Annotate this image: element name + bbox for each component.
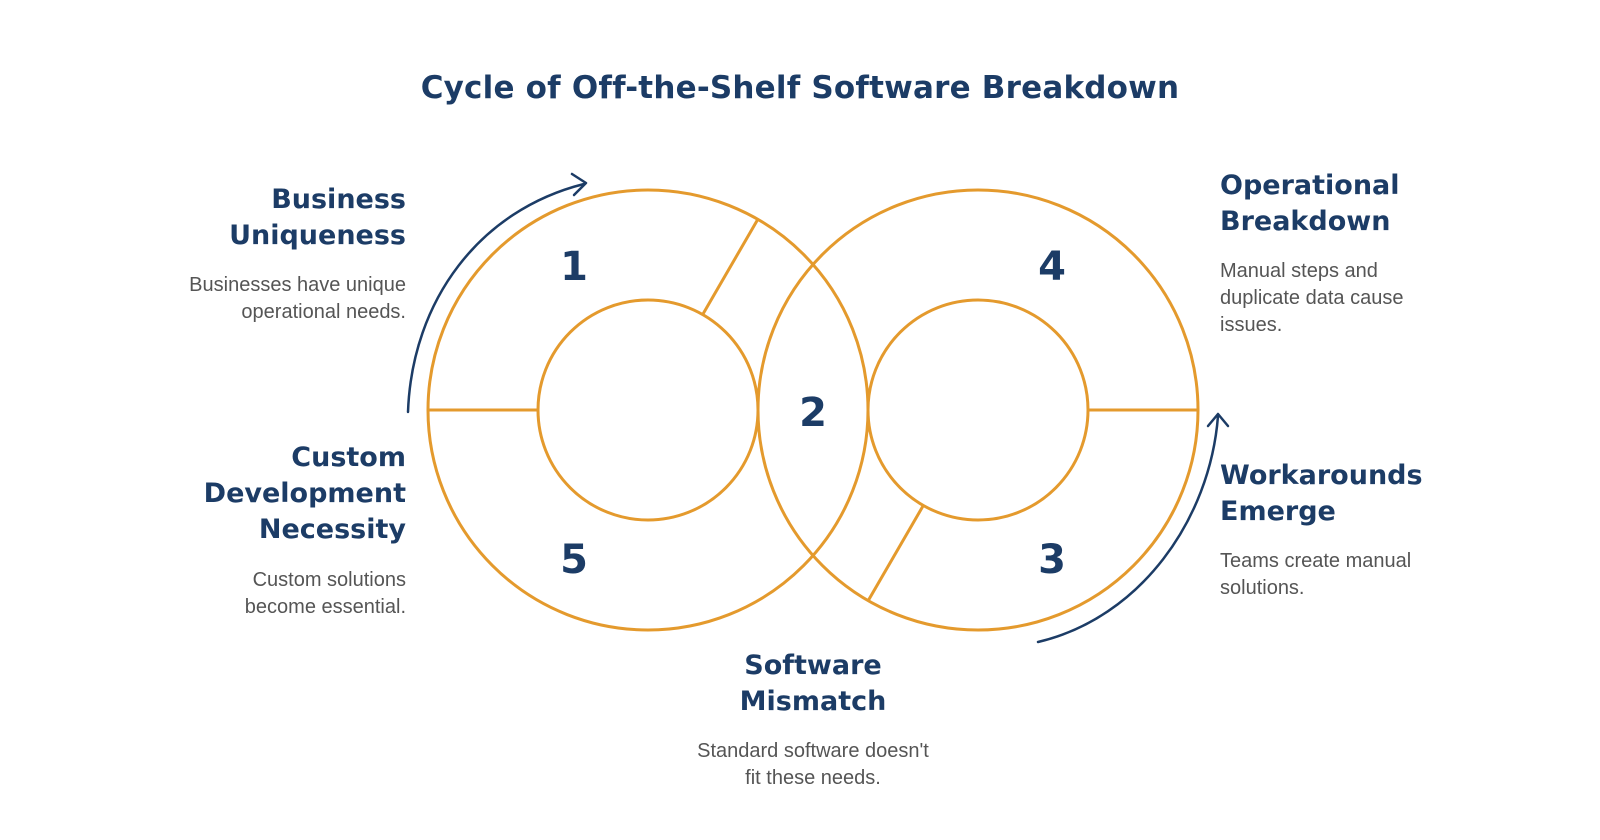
step-2-heading: Software Mismatch — [739, 650, 887, 717]
step-1-heading: Business Uniqueness — [229, 184, 406, 251]
step-1-description: Businesses have unique operational needs… — [189, 274, 406, 323]
step-number-3: 3 — [1038, 537, 1066, 583]
step-4-heading: Operational Breakdown — [1220, 170, 1400, 237]
diagram-title: Cycle of Off-the-Shelf Software Breakdow… — [420, 70, 1180, 106]
right-inner-ring — [866, 298, 1090, 522]
divider-bottom-diagonal — [866, 505, 925, 602]
step-2-description: Standard software doesn't fit these need… — [697, 740, 929, 789]
cycle-arrow-bottom-right-icon-head — [1206, 412, 1230, 428]
divider-top-diagonal — [701, 218, 760, 315]
step-number-2: 2 — [799, 390, 827, 436]
step-4-description: Manual steps and duplicate data cause is… — [1220, 260, 1404, 336]
step-5-heading: Custom Development Necessity — [203, 442, 406, 545]
cycle-arrow-top-left-icon-head — [570, 172, 588, 197]
step-3-heading: Workarounds Emerge — [1220, 460, 1423, 527]
left-inner-ring — [536, 298, 760, 522]
step-5-description: Custom solutions become essential. — [244, 569, 406, 618]
cycle-arrow-top-left-icon — [406, 182, 586, 414]
cycle-arrow-bottom-right-icon — [1036, 414, 1220, 644]
step-3-description: Teams create manual solutions. — [1220, 550, 1412, 599]
step-number-4: 4 — [1038, 244, 1066, 290]
step-number-1: 1 — [560, 244, 588, 290]
step-number-5: 5 — [560, 537, 588, 583]
